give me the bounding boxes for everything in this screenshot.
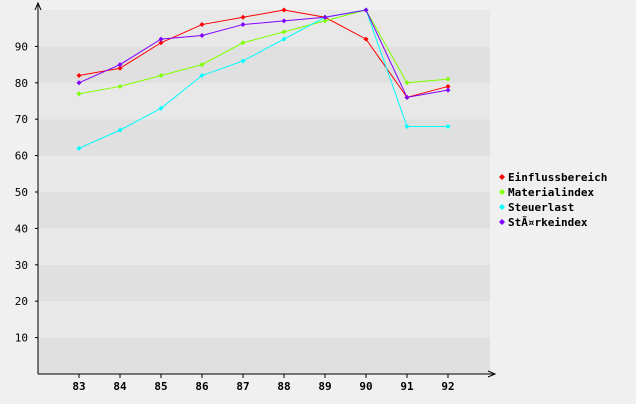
legend-label-st-rkeindex: StÃ¤rkeindex xyxy=(508,216,588,229)
data-point-steuerlast xyxy=(158,105,164,111)
grid-band xyxy=(38,264,490,302)
data-point-steuerlast xyxy=(445,123,451,129)
data-point-steuerlast xyxy=(240,58,246,64)
y-axis-arrow xyxy=(34,1,42,11)
x-axis-arrow xyxy=(487,370,497,378)
data-point-steuerlast xyxy=(76,145,82,151)
data-point-materialindex xyxy=(240,40,246,46)
legend-label-steuerlast: Steuerlast xyxy=(508,201,574,214)
y-tick-label: 80 xyxy=(15,77,28,90)
grid-band xyxy=(38,10,490,47)
x-tick-label: 90 xyxy=(359,380,372,393)
legend-marker-steuerlast xyxy=(499,204,505,210)
data-point-einflussbereich xyxy=(117,65,123,71)
legend-label-einflussbereich: Einflussbereich xyxy=(508,171,607,184)
x-tick-label: 87 xyxy=(236,380,249,393)
y-tick-label: 40 xyxy=(15,222,28,235)
legend-label-materialindex: Materialindex xyxy=(508,186,594,199)
y-tick-label: 30 xyxy=(15,259,28,272)
data-point-materialindex xyxy=(404,80,410,86)
data-point-st-rkeindex xyxy=(240,22,246,28)
legend-marker-einflussbereich xyxy=(499,174,505,180)
data-point-st-rkeindex xyxy=(322,14,328,20)
legend-marker-st-rkeindex xyxy=(499,219,505,225)
x-tick-label: 83 xyxy=(72,380,85,393)
data-point-st-rkeindex xyxy=(117,62,123,68)
x-tick-label: 92 xyxy=(441,380,454,393)
legend-marker-materialindex xyxy=(499,189,505,195)
data-point-st-rkeindex xyxy=(281,18,287,24)
data-point-st-rkeindex xyxy=(199,32,205,38)
data-point-einflussbereich xyxy=(240,14,246,20)
series-lines xyxy=(78,9,449,149)
data-point-materialindex xyxy=(158,73,164,79)
data-point-materialindex xyxy=(117,83,123,89)
series-line-st-rkeindex xyxy=(78,9,449,98)
grid-band xyxy=(38,82,490,120)
series-points xyxy=(76,7,451,151)
series-line-steuerlast xyxy=(78,9,448,149)
data-point-st-rkeindex xyxy=(158,36,164,42)
data-point-einflussbereich xyxy=(445,83,451,89)
x-tick-label: 85 xyxy=(154,380,167,393)
data-point-materialindex xyxy=(445,76,451,82)
x-tick-label: 89 xyxy=(318,380,331,393)
grid-band xyxy=(38,228,490,265)
y-tick-label: 90 xyxy=(15,40,28,53)
data-point-materialindex xyxy=(199,62,205,68)
data-point-einflussbereich xyxy=(281,7,287,13)
data-point-einflussbereich xyxy=(363,36,369,42)
x-tick-label: 84 xyxy=(113,380,127,393)
grid-band xyxy=(38,155,490,192)
y-tick-label: 50 xyxy=(15,186,28,199)
data-point-einflussbereich xyxy=(76,73,82,79)
axes xyxy=(34,1,497,378)
data-point-materialindex xyxy=(76,91,82,97)
grid-band xyxy=(38,301,490,338)
tick-labels: 10 20 30 40 50 60 70 80 90 83 84 85 86 87 88 89 90 91 92 xyxy=(15,40,455,393)
data-point-st-rkeindex xyxy=(76,80,82,86)
background-bands xyxy=(38,10,490,374)
data-point-materialindex xyxy=(322,18,328,24)
y-tick-label: 20 xyxy=(15,295,28,308)
data-point-steuerlast xyxy=(404,123,410,129)
data-point-st-rkeindex xyxy=(445,87,451,93)
data-point-einflussbereich xyxy=(158,40,164,46)
y-tick-label: 60 xyxy=(15,150,28,163)
data-point-steuerlast xyxy=(199,73,205,79)
y-tick-label: 70 xyxy=(15,113,28,126)
x-tick-label: 86 xyxy=(195,380,209,393)
legend: Einflussbereich Materialindex Steuerlast St… xyxy=(499,171,607,229)
data-point-steuerlast xyxy=(117,127,123,133)
data-point-materialindex xyxy=(281,29,287,35)
x-tick-label: 88 xyxy=(277,380,290,393)
series-line-materialindex xyxy=(78,9,449,95)
y-tick-label: 10 xyxy=(15,332,28,345)
data-point-st-rkeindex xyxy=(404,94,410,100)
grid-band xyxy=(38,119,490,156)
grid-band xyxy=(38,192,490,229)
data-point-steuerlast xyxy=(281,36,287,42)
grid-band xyxy=(38,337,490,374)
grid-band xyxy=(38,46,490,83)
data-point-einflussbereich xyxy=(199,22,205,28)
x-tick-label: 91 xyxy=(400,380,414,393)
data-point-st-rkeindex xyxy=(363,7,369,13)
